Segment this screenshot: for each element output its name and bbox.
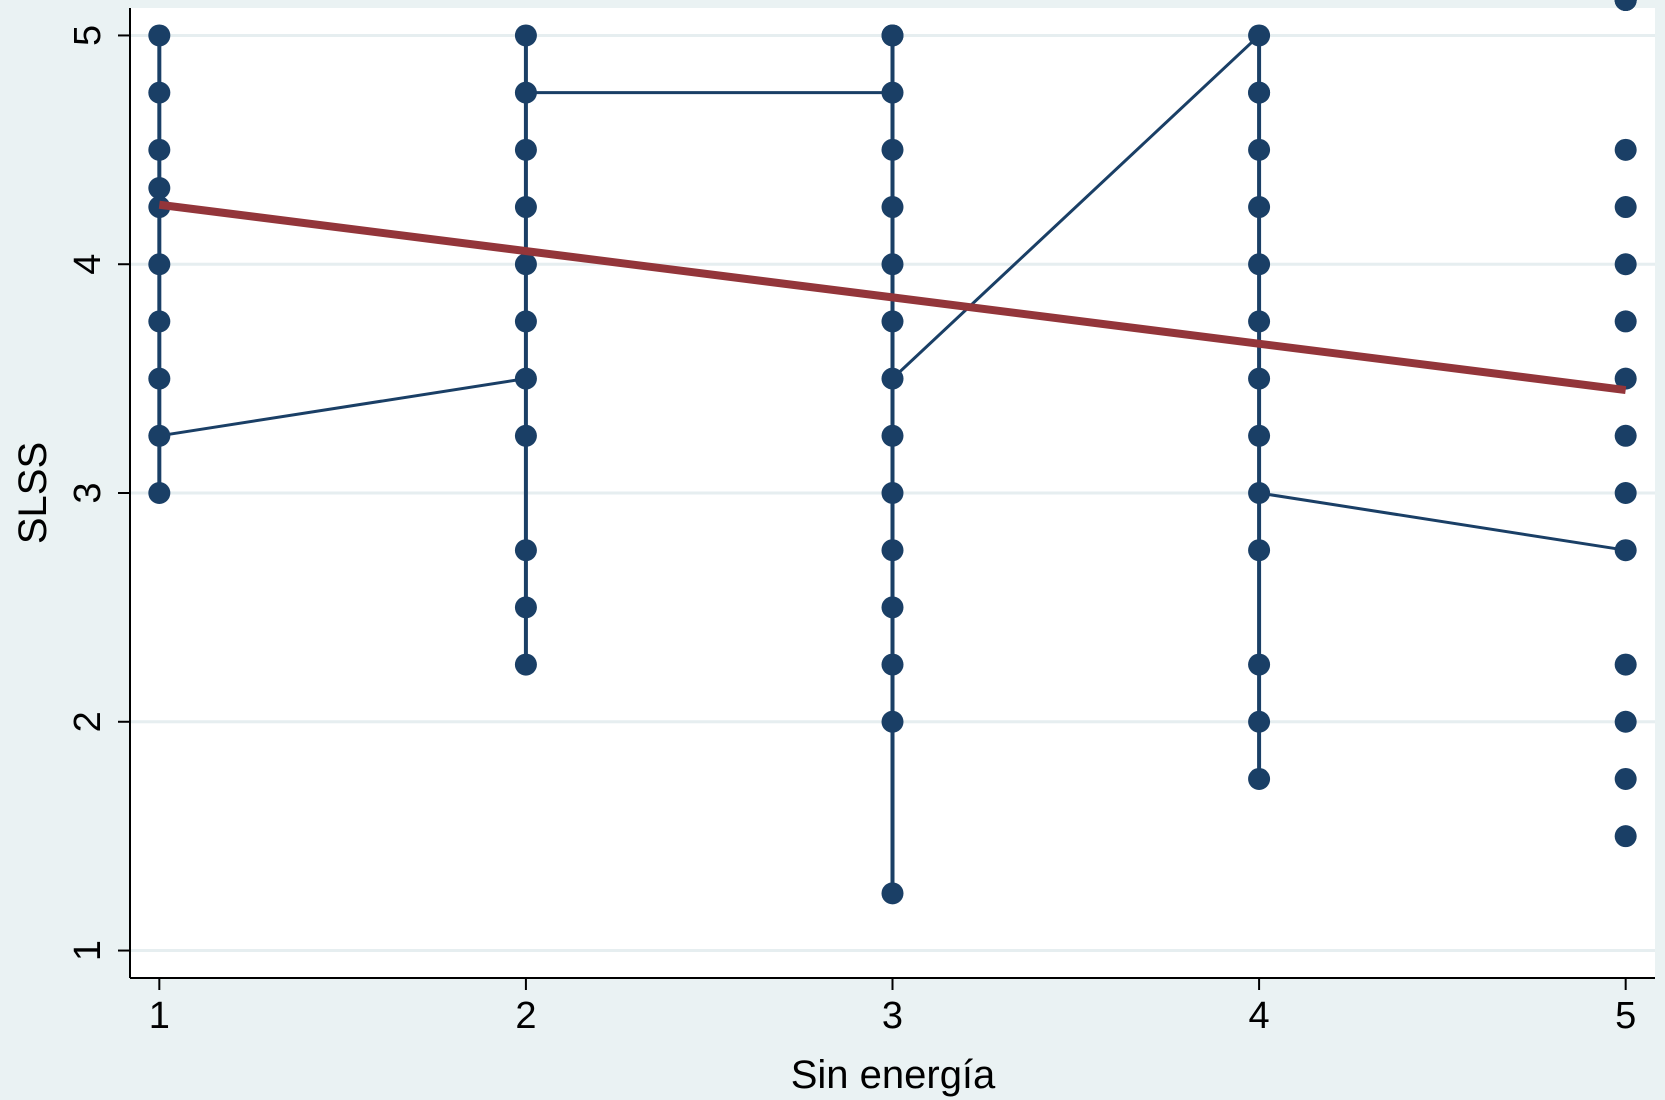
data-point <box>1614 0 1637 11</box>
axes <box>118 8 1655 990</box>
data-point <box>1248 138 1271 161</box>
data-point <box>881 596 904 619</box>
data-point <box>881 424 904 447</box>
data-point <box>1614 253 1637 276</box>
data-point <box>148 367 171 390</box>
data-point <box>881 539 904 562</box>
data-point <box>881 653 904 676</box>
data-point <box>514 424 537 447</box>
x-tick-label: 1 <box>149 995 170 1037</box>
data-point <box>881 310 904 333</box>
data-point <box>514 539 537 562</box>
data-point <box>1614 653 1637 676</box>
x-tick-label: 3 <box>882 995 903 1037</box>
data-point <box>1614 767 1637 790</box>
data-point <box>1248 653 1271 676</box>
y-axis-title: SLSS <box>11 442 55 544</box>
y-tick-label: 5 <box>67 25 109 46</box>
data-point <box>1614 539 1637 562</box>
y-tick-label: 2 <box>67 711 109 732</box>
data-point <box>881 710 904 733</box>
data-point <box>1248 767 1271 790</box>
data-point <box>1248 81 1271 104</box>
data-point <box>1614 424 1637 447</box>
data-point <box>514 253 537 276</box>
data-point <box>514 596 537 619</box>
data-point <box>514 196 537 219</box>
data-point <box>148 138 171 161</box>
data-point <box>1248 310 1271 333</box>
y-tick-label: 3 <box>67 482 109 503</box>
data-point <box>148 81 171 104</box>
data-point <box>1614 825 1637 848</box>
data-point <box>1248 24 1271 47</box>
data-point <box>881 367 904 390</box>
data-point <box>1614 138 1637 161</box>
data-point <box>1614 367 1637 390</box>
data-point <box>148 177 171 200</box>
data-point <box>1248 367 1271 390</box>
data-point <box>148 24 171 47</box>
data-point <box>514 81 537 104</box>
x-tick-label: 5 <box>1615 995 1636 1037</box>
data-point <box>148 253 171 276</box>
data-point <box>881 482 904 504</box>
data-point <box>1248 196 1271 219</box>
data-point <box>1614 310 1637 333</box>
data-point <box>881 882 904 905</box>
x-tick-label: 4 <box>1249 995 1270 1037</box>
data-point <box>148 424 171 447</box>
data-point <box>1614 710 1637 733</box>
y-tick-label: 1 <box>67 940 109 961</box>
data-point <box>881 253 904 276</box>
data-point <box>881 24 904 47</box>
data-point <box>1614 196 1637 219</box>
data-point <box>1248 482 1271 504</box>
y-tick-label: 4 <box>67 254 109 275</box>
data-point <box>881 196 904 219</box>
data-point <box>1248 424 1271 447</box>
data-point <box>148 310 171 333</box>
data-point <box>514 138 537 161</box>
data-point <box>514 367 537 390</box>
data-points <box>148 0 1637 905</box>
data-point <box>148 482 171 504</box>
data-point <box>514 310 537 333</box>
data-point <box>881 138 904 161</box>
tick-labels: 1 2 3 4 5 1 2 3 4 5 <box>67 25 1636 1037</box>
x-tick-label: 2 <box>515 995 536 1037</box>
data-point <box>1248 539 1271 562</box>
data-point <box>1614 482 1637 504</box>
data-point <box>514 24 537 47</box>
data-point <box>1248 253 1271 276</box>
data-point <box>881 81 904 104</box>
data-point <box>1248 710 1271 733</box>
x-axis-title: Sin energía <box>791 1053 996 1097</box>
fitted-line <box>158 200 1627 395</box>
fit-line <box>158 200 1627 395</box>
data-point <box>514 653 537 676</box>
